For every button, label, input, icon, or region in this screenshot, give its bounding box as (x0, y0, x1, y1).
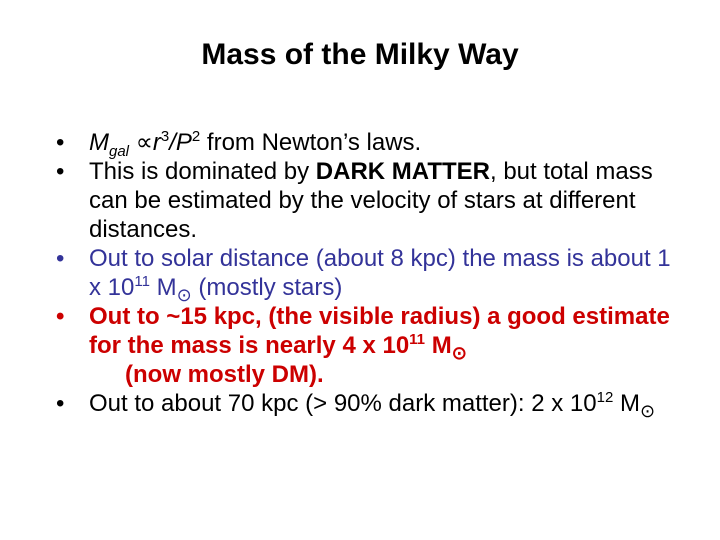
bullet-text: Out to about 70 kpc (> 90% dark matter):… (89, 390, 597, 417)
bullet-item-visible-radius: • Out to ~15 kpc, (the visible radius) a… (56, 302, 676, 389)
exponent: 12 (596, 389, 614, 406)
sun-icon: ⊙ (451, 343, 467, 363)
bullet-item-70-kpc: • Out to about 70 kpc (> 90% dark matter… (56, 389, 676, 421)
bullet-item-solar-distance: • Out to solar distance (about 8 kpc) th… (56, 244, 676, 305)
sun-icon: ⊙ (639, 401, 656, 421)
exponent: 11 (409, 331, 426, 348)
bullet-dot: • (56, 390, 65, 417)
bullet-text: , but total mass can be estimated by the… (89, 158, 653, 243)
mass-symbol: M (89, 129, 109, 156)
sun-icon: ⊙ (176, 285, 192, 305)
bullet-list: • Mgal ∝r3/P2 from Newton’s laws. • This… (56, 128, 676, 421)
slide-title: Mass of the Milky Way (201, 38, 519, 71)
bullet-text: (now mostly DM). (125, 361, 324, 388)
solar-mass-symbol: M (149, 274, 177, 301)
period-exponent: 2 (191, 128, 201, 145)
radius-symbol: r (152, 129, 161, 156)
proportional-symbol: ∝ (135, 129, 153, 156)
exponent: 11 (134, 273, 150, 290)
bullet-text: Out to ~15 kpc, (the visible radius) a g… (89, 303, 670, 359)
solar-mass-symbol: M (613, 390, 640, 417)
solar-mass-symbol: M (425, 332, 452, 359)
bullet-text: from Newton’s laws. (200, 129, 422, 156)
gal-subscript: gal (109, 143, 130, 160)
bullet-dot: • (56, 158, 65, 185)
bullet-item-dark-matter: • This is dominated by DARK MATTER, but … (56, 157, 676, 244)
bullet-dot: • (56, 303, 65, 330)
bullet-item-mass-relation: • Mgal ∝r3/P2 from Newton’s laws. (56, 128, 676, 160)
bullet-text: This is dominated by (89, 158, 316, 185)
bullet-dot: • (56, 245, 65, 272)
bullet-text: Out to solar distance (about 8 kpc) the … (89, 245, 671, 301)
bullet-text: (mostly stars) (191, 274, 343, 301)
bullet-dot: • (56, 129, 65, 156)
period-symbol: /P (169, 129, 192, 156)
radius-exponent: 3 (160, 128, 170, 145)
dark-matter-emphasis: DARK MATTER (315, 158, 490, 185)
